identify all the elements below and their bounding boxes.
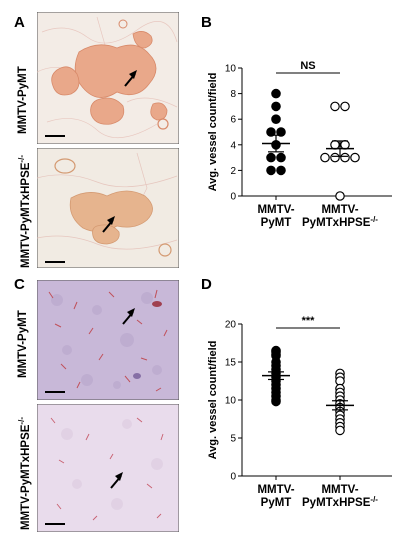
data-point bbox=[330, 140, 340, 150]
data-point bbox=[271, 114, 281, 124]
data-point bbox=[335, 425, 345, 436]
y-axis-label: Avg. vessel count/field bbox=[207, 341, 219, 460]
data-point bbox=[276, 152, 286, 163]
panel-a-bottom-label: MMTV-PyMTxHPSE-/- bbox=[17, 155, 32, 268]
x-tick-label: MMTV-PyMT bbox=[257, 484, 294, 509]
arrow-icon bbox=[102, 216, 115, 233]
data-point bbox=[271, 396, 281, 407]
micrograph-c-pymt bbox=[37, 280, 179, 400]
data-point bbox=[320, 152, 330, 163]
data-point bbox=[335, 191, 345, 201]
y-tick-label: 8 bbox=[230, 89, 236, 100]
panel-letter-c: C bbox=[14, 276, 25, 293]
panel-letter-b: B bbox=[201, 14, 212, 31]
x-tick-label: MMTV-PyMTxHPSE-/- bbox=[302, 204, 378, 229]
data-point bbox=[330, 101, 340, 112]
data-point bbox=[266, 165, 276, 176]
panel-letter-d: D bbox=[201, 276, 212, 293]
y-tick-label: 20 bbox=[225, 320, 237, 331]
micrograph-a-pymt bbox=[37, 12, 179, 144]
panel-c-top-label: MMTV-PyMT bbox=[17, 310, 29, 378]
y-tick-label: 4 bbox=[230, 140, 236, 151]
data-point bbox=[340, 140, 350, 150]
y-tick-label: 5 bbox=[230, 434, 236, 445]
data-point bbox=[340, 152, 350, 163]
data-point bbox=[266, 152, 276, 163]
y-tick-label: 10 bbox=[225, 64, 237, 75]
data-point bbox=[340, 101, 350, 112]
x-tick-label: MMTV-PyMTxHPSE-/- bbox=[302, 484, 378, 509]
y-axis-label: Avg. vessel count/field bbox=[207, 73, 219, 192]
chart-d-vessel-count: 0 5 10 15 20 Avg. vessel count/field MMTV-PyMT… bbox=[207, 315, 392, 509]
data-point bbox=[350, 152, 360, 163]
y-tick-label: 0 bbox=[230, 472, 236, 483]
data-point bbox=[276, 165, 286, 176]
data-point bbox=[271, 88, 281, 99]
data-point bbox=[330, 152, 340, 163]
panel-c-bottom-label: MMTV-PyMTxHPSE-/- bbox=[17, 417, 32, 530]
data-point bbox=[271, 101, 281, 112]
panel-letter-a: A bbox=[14, 14, 25, 31]
y-tick-label: 0 bbox=[230, 192, 236, 203]
arrow-icon bbox=[122, 308, 135, 325]
micrograph-a-pymtxhpse bbox=[37, 148, 179, 268]
y-tick-label: 10 bbox=[225, 396, 237, 407]
chart-b-vessel-count: 0 2 4 6 8 10 Avg. vessel count/field MMTV-PyMT M… bbox=[207, 60, 392, 229]
significance-label: NS bbox=[300, 60, 315, 72]
y-tick-label: 15 bbox=[225, 358, 237, 369]
x-tick-label: MMTV-PyMT bbox=[257, 204, 294, 229]
significance-label: *** bbox=[302, 315, 316, 327]
data-point bbox=[266, 127, 276, 137]
arrow-icon bbox=[124, 70, 137, 87]
arrow-icon bbox=[110, 472, 123, 489]
data-point bbox=[276, 127, 286, 137]
panel-a-top-label: MMTV-PyMT bbox=[17, 66, 29, 134]
micrograph-c-pymtxhpse bbox=[37, 404, 179, 532]
y-tick-label: 6 bbox=[230, 115, 236, 126]
y-tick-label: 2 bbox=[230, 166, 236, 177]
